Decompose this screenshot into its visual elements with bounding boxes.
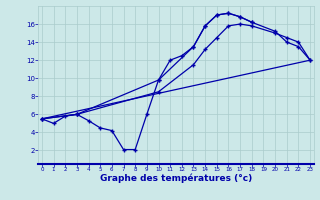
X-axis label: Graphe des températures (°c): Graphe des températures (°c) <box>100 174 252 183</box>
